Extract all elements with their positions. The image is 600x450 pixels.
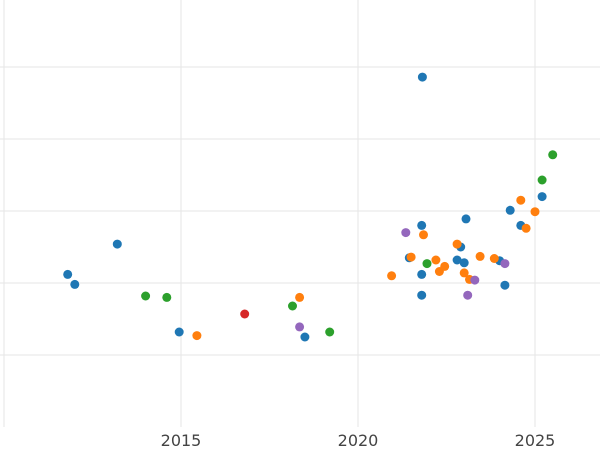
- data-point-blue: [112, 239, 122, 249]
- data-point-orange: [489, 254, 499, 263]
- data-point-blue: [537, 192, 547, 202]
- data-point-purple: [500, 259, 510, 269]
- data-point-orange: [452, 239, 462, 249]
- data-point-orange: [431, 255, 441, 265]
- data-point-purple: [295, 322, 305, 332]
- data-point-blue: [417, 269, 427, 279]
- data-point-blue: [417, 220, 427, 230]
- data-point-orange: [387, 271, 397, 281]
- data-point-green: [422, 259, 432, 269]
- data-point-blue: [459, 258, 469, 268]
- data-point-orange: [295, 292, 305, 302]
- data-point-blue: [500, 280, 510, 290]
- data-point-green: [162, 292, 172, 302]
- data-point-purple: [401, 228, 411, 238]
- x-tick-label: 2020: [338, 431, 379, 450]
- points-layer: [63, 72, 558, 342]
- data-point-orange: [516, 195, 526, 205]
- data-point-orange: [475, 251, 485, 261]
- data-point-green: [325, 327, 335, 337]
- data-point-blue: [417, 290, 427, 300]
- data-point-blue: [63, 269, 73, 279]
- x-tick-label: 2025: [515, 431, 556, 450]
- data-point-blue: [505, 205, 515, 215]
- data-point-green: [288, 301, 297, 311]
- data-point-red: [240, 309, 250, 319]
- data-point-blue: [70, 279, 80, 289]
- data-point-orange: [530, 207, 540, 217]
- data-point-orange: [521, 223, 531, 233]
- grid-layer: [0, 0, 600, 427]
- x-tick-label: 2015: [161, 431, 202, 450]
- data-point-blue: [300, 332, 310, 342]
- data-point-blue: [461, 214, 471, 224]
- data-point-orange: [406, 252, 416, 262]
- data-point-orange: [192, 331, 202, 341]
- data-point-orange: [440, 261, 450, 271]
- data-point-green: [548, 150, 558, 160]
- data-point-purple: [470, 275, 480, 285]
- data-point-blue: [417, 72, 427, 82]
- data-point-purple: [463, 290, 473, 300]
- data-point-green: [537, 175, 547, 185]
- data-point-orange: [459, 268, 469, 278]
- data-point-orange: [419, 230, 428, 240]
- data-point-green: [141, 291, 151, 301]
- data-point-blue: [174, 327, 184, 337]
- x-axis-ticks: 2015 2020 2025: [161, 431, 556, 450]
- data-point-blue: [452, 255, 462, 265]
